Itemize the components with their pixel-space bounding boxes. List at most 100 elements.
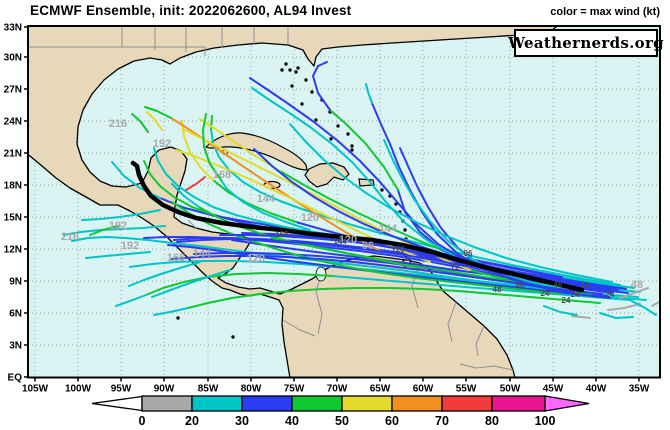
ensemble-track-gray (607, 303, 641, 311)
forecast-hour-label: 120 (339, 234, 357, 246)
colorbar-tick-label: 30 (235, 414, 249, 428)
forecast-hour-label: 120 (391, 245, 405, 254)
small-island-dot (176, 316, 180, 320)
ensemble-track-cyan (331, 275, 631, 301)
lake-maracaibo (315, 266, 327, 282)
small-island-dot (350, 144, 354, 148)
colorbar-segment-cyan (191, 395, 243, 412)
ensemble-track-cyan (599, 312, 634, 319)
ensemble-track-cyan (153, 307, 189, 316)
ensemble-track-cyan (220, 179, 311, 231)
ensemble-track-blue (312, 61, 331, 111)
ensemble-track-cyan (171, 183, 200, 208)
small-island-dot (329, 137, 333, 141)
ensemble-track-cyan (289, 123, 613, 283)
forecast-hour-label: 144 (193, 248, 212, 260)
forecast-hour-label: 120 (247, 253, 265, 265)
ensemble-track-green (145, 272, 333, 296)
political-border (447, 301, 457, 343)
small-island-dot (290, 84, 294, 88)
ensemble-track-cyan (153, 147, 353, 239)
forecast-hour-label: 168 (167, 252, 185, 264)
ensemble-track-yellow (146, 111, 163, 131)
small-island-dot (380, 188, 384, 192)
political-border (315, 270, 323, 335)
colorbar-segment-blue (241, 395, 293, 412)
ensemble-track-green (187, 287, 601, 309)
lat-label: 21N (4, 149, 22, 160)
map-frame (27, 25, 661, 379)
ensemble-track-blue (171, 255, 603, 295)
ensemble-track-green (131, 113, 149, 133)
ensemble-track-cyan (81, 209, 161, 221)
ensemble-track-cyan (115, 294, 147, 307)
lon-label: 70W (327, 384, 348, 395)
lat-label: 24N (4, 117, 22, 128)
colorbar-segment-red (441, 395, 493, 412)
political-border (411, 262, 421, 309)
forecast-hour-label: 168 (275, 230, 289, 239)
colorbar-segment-yellow (341, 395, 393, 412)
watermark-text: Weathernerds.org (508, 34, 664, 52)
ensemble-track-green (329, 109, 399, 191)
ensemble-track-cyan (128, 261, 201, 287)
small-island-dot (284, 62, 288, 66)
forecast-hour-label: 48 (554, 280, 563, 289)
colorbar-segment-gray (141, 395, 193, 412)
ensemble-track-green (144, 106, 172, 119)
forecast-hour-label: 144 (379, 223, 398, 235)
ensemble-track-cyan (85, 251, 151, 259)
political-border (459, 363, 514, 371)
lon-label: 35W (629, 384, 650, 395)
small-island-dot (346, 132, 350, 136)
forecast-hour-label: 216 (61, 231, 79, 243)
forecast-hour-label: 216 (109, 118, 127, 130)
forecast-hour-label: 24 (571, 290, 580, 299)
small-island-dot (288, 68, 292, 72)
plot-title: ECMWF Ensemble, init: 2022062600, AL94 I… (30, 3, 352, 18)
small-island-dot (231, 335, 235, 339)
ensemble-mean-track (130, 160, 585, 293)
forecast-hour-label: 72 (581, 281, 590, 290)
forecast-hour-label: 96 (362, 240, 374, 252)
political-border (282, 319, 316, 337)
ensemble-track-gray (651, 301, 660, 307)
ensemble-track-gray (619, 287, 649, 299)
ensemble-track-cyan (561, 276, 635, 289)
ensemble-track-yellow (199, 118, 281, 172)
lat-label: 33N (4, 23, 22, 34)
colorbar-overflow-arrow (544, 395, 590, 412)
lon-label: 105W (22, 384, 49, 395)
ensemble-track-green (212, 179, 297, 223)
political-border (187, 219, 197, 229)
lat-label: 18N (4, 181, 22, 192)
forecast-hour-label: 48 (493, 285, 502, 294)
ensemble-track-green (202, 113, 222, 181)
forecast-hour-label: 168 (213, 169, 231, 181)
colorbar-underflow-arrow (91, 395, 143, 412)
lon-label: 75W (284, 384, 305, 395)
lat-label: 3N (9, 341, 22, 352)
colorbar-tick-label: 80 (485, 414, 499, 428)
ensemble-track-cyan (365, 83, 373, 104)
lon-label: 65W (370, 384, 391, 395)
colorbar-caption: color = max wind (kt) (550, 6, 660, 18)
ensemble-track-cyan (151, 269, 231, 298)
island-hispaniola (304, 162, 350, 188)
small-island-dot (296, 66, 300, 70)
small-island-dot (336, 124, 340, 128)
forecast-hour-label: 192 (109, 220, 127, 232)
lon-label: 50W (500, 384, 521, 395)
lon-label: 85W (198, 384, 219, 395)
ensemble-track-green (171, 201, 561, 295)
political-border (475, 325, 485, 357)
colorbar-tick-label: 60 (385, 414, 399, 428)
lat-label: 12N (4, 245, 22, 256)
forecast-hour-label: 192 (121, 240, 139, 252)
ensemble-track-green (89, 225, 119, 236)
forecast-hour-label: 48 (631, 279, 643, 291)
lat-label: 9N (9, 277, 22, 288)
lon-label: 55W (456, 384, 477, 395)
ensemble-track-blue (219, 234, 627, 290)
